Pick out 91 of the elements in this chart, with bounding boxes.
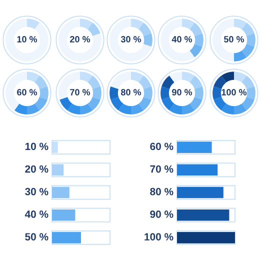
donut-slice <box>221 104 234 114</box>
donut-slice <box>138 97 152 110</box>
text: 40 % <box>172 36 192 42</box>
text: 50 % <box>224 36 244 42</box>
text: 70 % <box>70 89 90 96</box>
bar <box>52 164 64 176</box>
donut-slice <box>182 104 195 114</box>
donut-slice <box>190 97 202 110</box>
donut-slice <box>182 72 195 82</box>
donut-slice <box>162 97 174 110</box>
data-label: 80 % <box>150 188 174 196</box>
donut-slice <box>138 22 152 36</box>
donut-slice <box>6 72 27 110</box>
bar <box>177 164 218 176</box>
donut-slice <box>131 104 144 114</box>
text: 100 % <box>222 89 247 96</box>
donut-slice <box>131 72 144 82</box>
donut-slice <box>88 97 100 110</box>
data-label: 100 % <box>144 233 174 240</box>
data-label: 60 % <box>150 142 174 150</box>
donut-slice <box>80 104 93 114</box>
donut-slice <box>80 18 93 30</box>
donut-slice <box>190 22 202 36</box>
donut-slice <box>160 86 170 100</box>
data-label: 30 % <box>25 188 48 196</box>
bar <box>52 209 76 221</box>
donut-slice <box>242 97 254 110</box>
data-label: 90 % <box>150 210 174 218</box>
bar <box>52 186 70 198</box>
data-label: 50 % <box>25 233 48 240</box>
donut-slice <box>110 72 131 89</box>
donut-slice <box>169 104 182 114</box>
data-label: 20 % <box>25 165 48 173</box>
donut-slice <box>234 18 247 30</box>
donut-slice <box>143 33 152 47</box>
donut-slice <box>39 86 48 100</box>
donut-slice <box>6 18 48 62</box>
text: 90 % <box>172 89 192 96</box>
donut-slice <box>88 76 100 89</box>
donut-slice <box>88 22 100 36</box>
donut-slice <box>242 76 254 89</box>
donut-slice <box>190 44 202 58</box>
donut-slice <box>27 104 40 114</box>
donut-slice <box>221 72 234 82</box>
donut-slice <box>92 86 102 100</box>
donut-slice <box>60 97 72 110</box>
donut-slice <box>246 86 256 100</box>
donut-slice <box>234 104 247 114</box>
donut-slice <box>169 72 182 82</box>
donut-slice <box>212 86 222 100</box>
data-label: 10 % <box>25 142 48 150</box>
donut-slice <box>58 18 102 62</box>
donut-slice <box>14 104 27 114</box>
donut-slice <box>160 18 195 62</box>
text: 80 % <box>121 89 142 96</box>
donut-slice <box>131 18 144 30</box>
text: 20 % <box>70 36 90 42</box>
donut-slice <box>110 86 119 100</box>
donut-slice <box>242 22 254 36</box>
donut-slice <box>234 72 247 82</box>
donut-slice <box>143 86 152 100</box>
donut-slice <box>214 97 226 110</box>
donut-slice <box>27 72 40 82</box>
donut-slice <box>118 104 131 114</box>
donut-slice <box>212 18 234 62</box>
donut-slice <box>182 18 195 30</box>
data-label: 40 % <box>24 210 48 218</box>
donut-slice <box>194 33 204 47</box>
data-label: 70 % <box>150 165 174 173</box>
donut-slice <box>190 76 202 89</box>
bar <box>177 186 224 198</box>
bar <box>177 142 212 153</box>
text: 30 % <box>120 36 142 42</box>
donut-slice <box>246 33 256 47</box>
donut-slice <box>162 76 174 89</box>
donut-slice <box>27 18 40 30</box>
donut-slice <box>58 72 80 100</box>
donut-slice <box>138 76 152 89</box>
donut-slice <box>34 76 48 89</box>
donut-slice <box>214 76 226 89</box>
text: 60 % <box>17 89 38 96</box>
donut-slice <box>67 104 80 114</box>
text: 10 % <box>17 36 38 42</box>
bar <box>52 232 81 244</box>
donut-slice <box>234 50 247 62</box>
donut-slice <box>80 72 93 82</box>
donut-slice <box>34 97 48 110</box>
donut-slice <box>242 44 254 58</box>
donut-slice <box>110 18 152 62</box>
donut-slice <box>194 86 204 100</box>
donut-slice <box>110 97 124 110</box>
